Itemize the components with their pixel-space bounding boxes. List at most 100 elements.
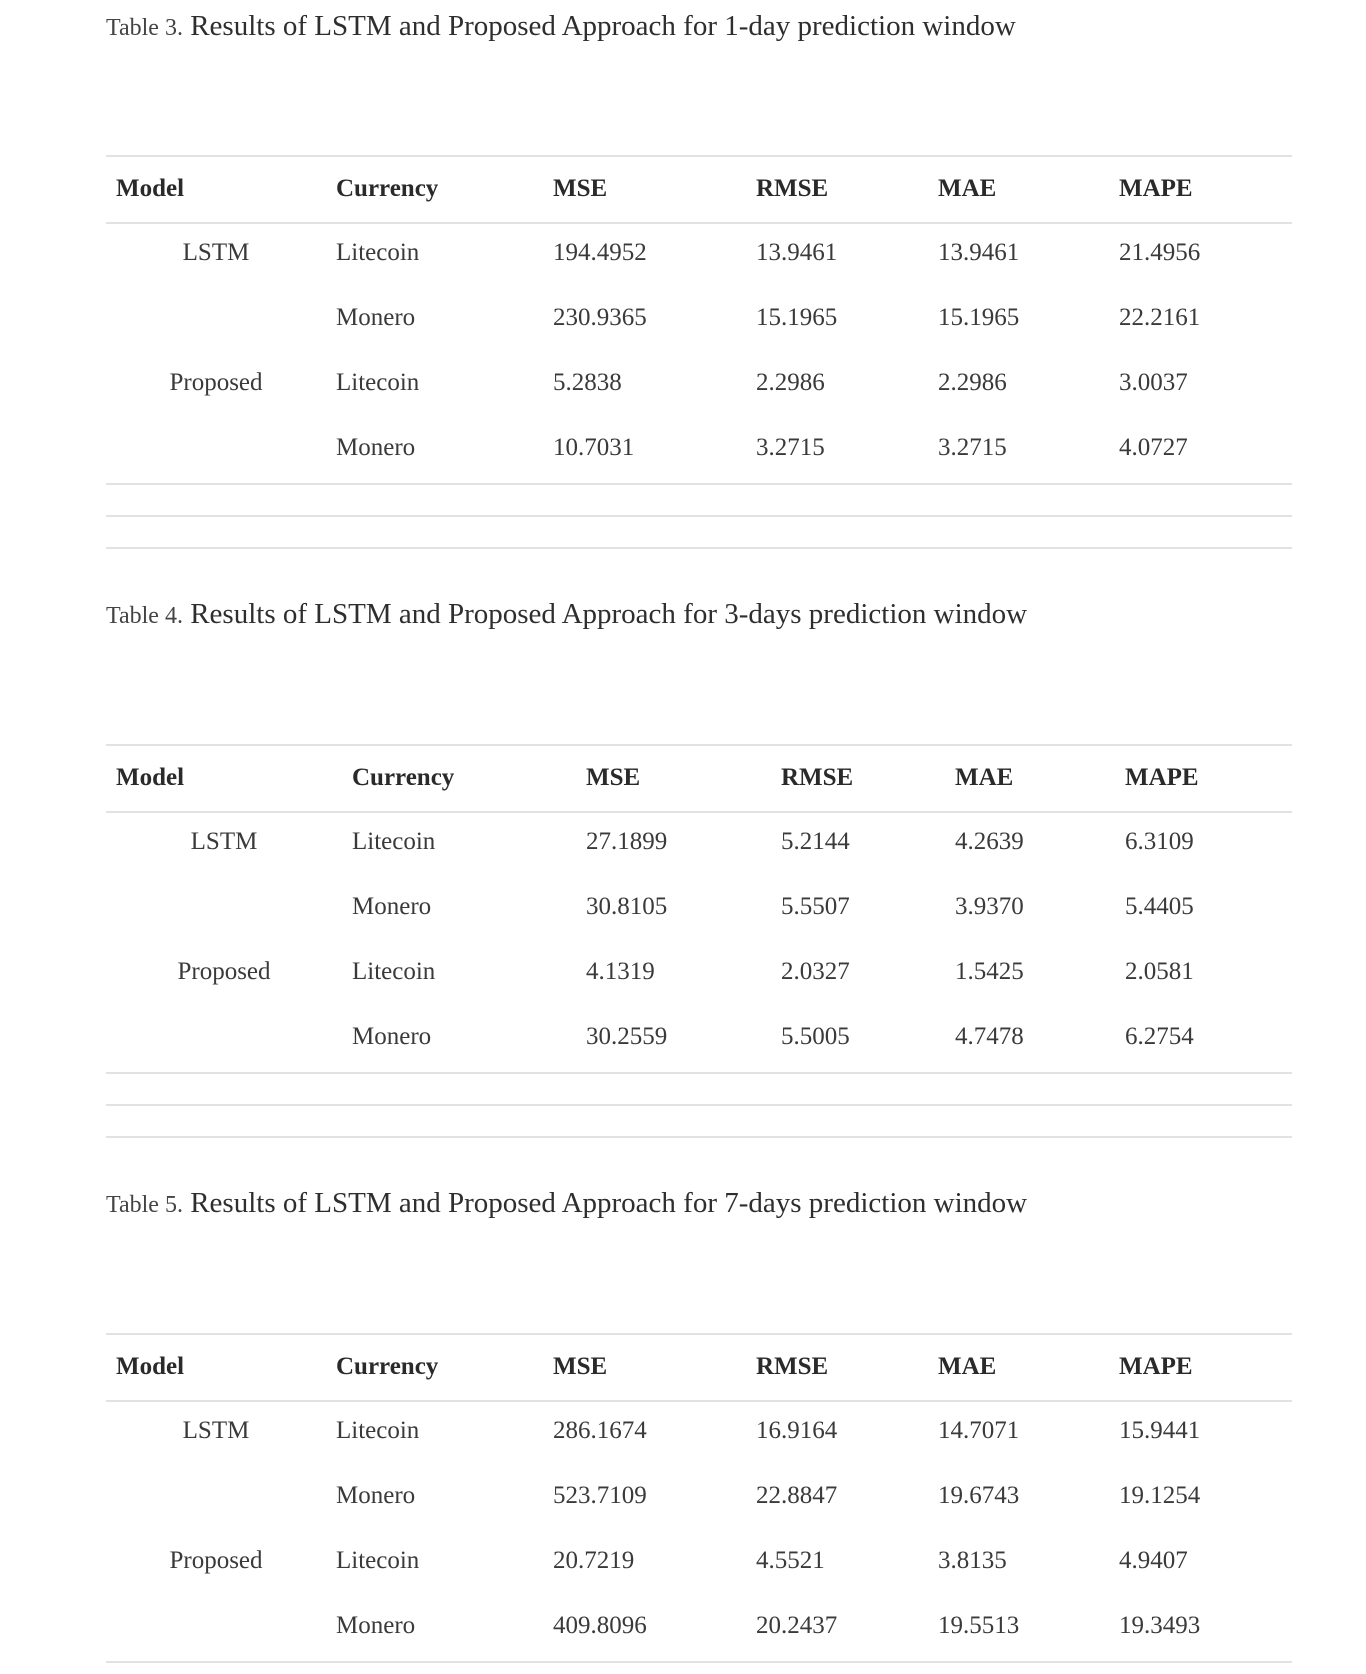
mse-cell: 286.1674 [553,1417,647,1444]
column-header: MSE [586,764,641,791]
mape-cell: 3.0037 [1119,369,1188,396]
column-header: Currency [352,764,455,791]
table-label: Table 4. [106,603,183,629]
column-header: RMSE [756,175,829,202]
column-header: RMSE [756,1353,829,1380]
table-rule [106,1072,1292,1074]
currency-cell: Monero [352,893,432,920]
rmse-cell: 2.0327 [781,958,850,985]
results-table: Model Currency MSE RMSE MAE MAPE LSTM Li… [106,744,1292,1144]
results-table: Model Currency MSE RMSE MAE MAPE LSTM Li… [106,155,1292,555]
results-table: Model Currency MSE RMSE MAE MAPE LSTM Li… [106,1333,1292,1673]
mse-cell: 27.1899 [586,828,668,855]
mape-cell: 6.3109 [1125,828,1194,855]
column-header: Currency [336,1353,439,1380]
table-rule [106,547,1292,549]
model-cell: Proposed [169,369,263,396]
model-cell: LSTM [182,1417,250,1444]
table-rule [106,483,1292,485]
table-rule [106,1136,1292,1138]
table-rule [106,744,1292,746]
rmse-cell: 4.5521 [756,1547,825,1574]
model-cell: Proposed [177,958,271,985]
table-title: Results of LSTM and Proposed Approach fo… [190,10,1016,42]
rmse-cell: 13.9461 [756,239,838,266]
mse-cell: 30.2559 [586,1023,668,1050]
mae-cell: 3.8135 [938,1547,1007,1574]
mae-cell: 3.9370 [955,893,1024,920]
rmse-cell: 15.1965 [756,304,838,331]
rmse-cell: 3.2715 [756,434,825,461]
currency-cell: Litecoin [336,239,420,266]
column-header: RMSE [781,764,854,791]
mse-cell: 523.7109 [553,1482,647,1509]
mape-cell: 5.4405 [1125,893,1194,920]
table-rule [106,1333,1292,1335]
column-header: Model [116,1353,185,1380]
model-cell: Proposed [169,1547,263,1574]
table-title: Results of LSTM and Proposed Approach fo… [190,598,1028,630]
rmse-cell: 5.5507 [781,893,850,920]
mse-cell: 194.4952 [553,239,647,266]
column-header: MAPE [1119,1353,1193,1380]
rmse-cell: 22.8847 [756,1482,838,1509]
column-header: MAE [938,175,997,202]
mae-cell: 13.9461 [938,239,1020,266]
currency-cell: Monero [352,1023,432,1050]
mae-cell: 19.5513 [938,1612,1020,1639]
currency-cell: Litecoin [352,958,436,985]
mae-cell: 15.1965 [938,304,1020,331]
mae-cell: 2.2986 [938,369,1007,396]
currency-cell: Monero [336,434,416,461]
table-caption: Table 5. Results of LSTM and Proposed Ap… [106,1189,1027,1218]
mae-cell: 3.2715 [938,434,1007,461]
mse-cell: 230.9365 [553,304,647,331]
model-cell: LSTM [190,828,258,855]
currency-cell: Litecoin [336,1417,420,1444]
column-header: Model [116,764,185,791]
table-title: Results of LSTM and Proposed Approach fo… [190,1187,1028,1219]
rmse-cell: 5.2144 [781,828,850,855]
column-header: MAPE [1125,764,1199,791]
mse-cell: 30.8105 [586,893,668,920]
column-header: MAE [938,1353,997,1380]
table-rule [106,811,1292,813]
mse-cell: 409.8096 [553,1612,647,1639]
column-header: Currency [336,175,439,202]
column-header: MAE [955,764,1014,791]
mape-cell: 19.1254 [1119,1482,1201,1509]
rmse-cell: 2.2986 [756,369,825,396]
mape-cell: 21.4956 [1119,239,1201,266]
mse-cell: 4.1319 [586,958,655,985]
currency-cell: Litecoin [352,828,436,855]
rmse-cell: 16.9164 [756,1417,838,1444]
mape-cell: 2.0581 [1125,958,1194,985]
table-rule [106,222,1292,224]
column-header: MSE [553,175,608,202]
mape-cell: 4.9407 [1119,1547,1188,1574]
table-rule [106,1104,1292,1106]
column-header: MSE [553,1353,608,1380]
mae-cell: 4.2639 [955,828,1024,855]
rmse-cell: 5.5005 [781,1023,850,1050]
mae-cell: 1.5425 [955,958,1024,985]
currency-cell: Monero [336,1482,416,1509]
mse-cell: 5.2838 [553,369,622,396]
mape-cell: 4.0727 [1119,434,1188,461]
table-rule [106,1661,1292,1663]
mae-cell: 4.7478 [955,1023,1024,1050]
table-label: Table 3. [106,15,183,41]
table-rule [106,155,1292,157]
mape-cell: 19.3493 [1119,1612,1201,1639]
currency-cell: Litecoin [336,1547,420,1574]
model-cell: LSTM [182,239,250,266]
table-caption: Table 3. Results of LSTM and Proposed Ap… [106,12,1016,41]
table-rule [106,515,1292,517]
mape-cell: 22.2161 [1119,304,1201,331]
mape-cell: 15.9441 [1119,1417,1201,1444]
table-rule [106,1400,1292,1402]
column-header: MAPE [1119,175,1193,202]
mse-cell: 10.7031 [553,434,635,461]
currency-cell: Monero [336,304,416,331]
rmse-cell: 20.2437 [756,1612,838,1639]
